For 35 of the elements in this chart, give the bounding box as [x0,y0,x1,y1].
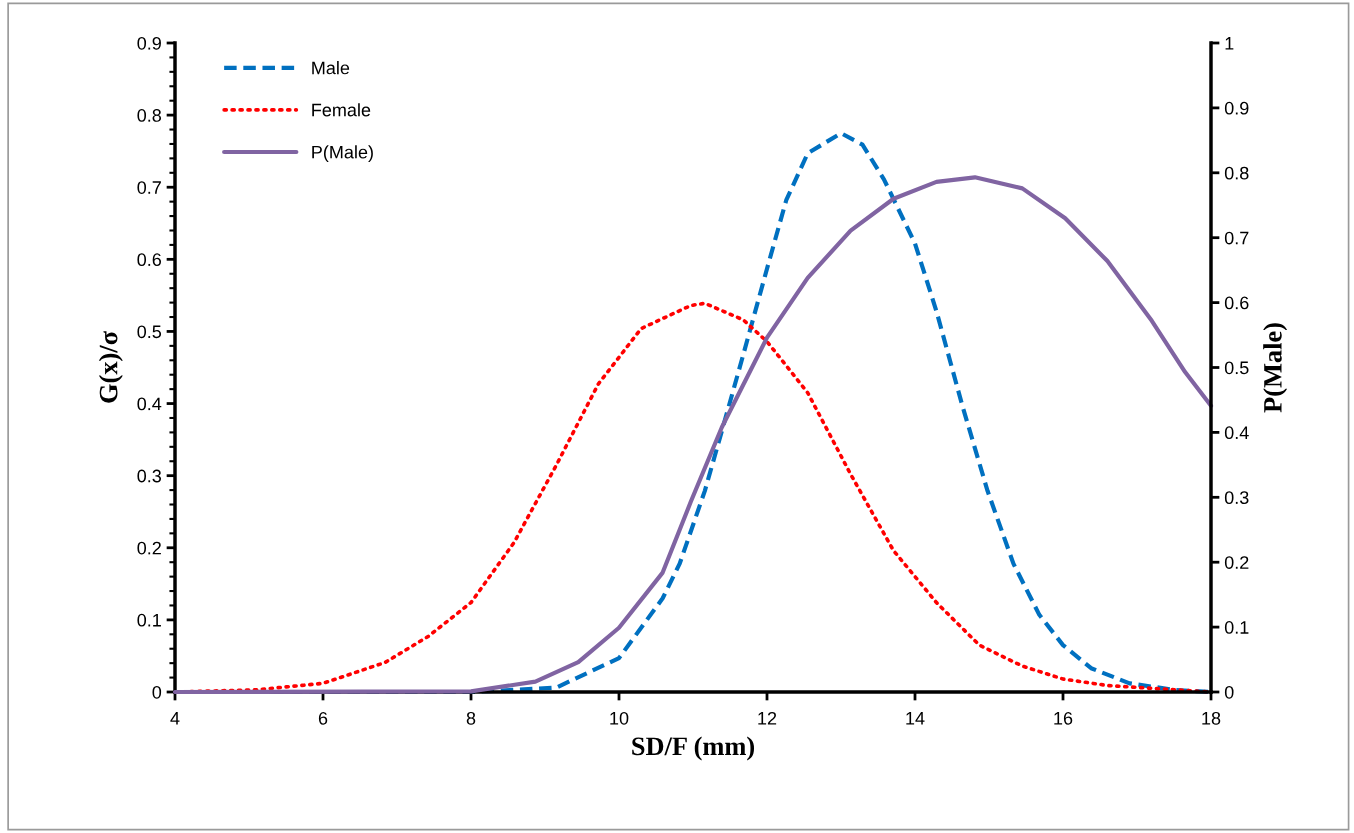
y2-tick-label: 0.7 [1224,231,1249,245]
y-axis-title: G(x)/σ [98,331,123,403]
x-tick-label: 18 [1202,711,1221,725]
x-tick-label: 16 [1054,711,1073,725]
y-tick-label: 0.7 [137,181,161,194]
legend-label: Male [312,61,350,75]
y-tick-label: 0 [152,685,162,699]
legend-label: P(Male) [312,145,373,163]
y-tick-label: 0.9 [137,36,161,50]
legend-label: Female [312,103,371,117]
y2-axis-title: P(Male) [1263,323,1288,413]
y-tick-label: 0.6 [137,253,162,267]
x-tick-label: 14 [906,712,925,725]
y-tick-label: 0.5 [137,325,162,339]
y2-tick-label: 0.1 [1224,621,1249,634]
y-tick-label: 0.1 [137,613,161,627]
y-tick-label: 0.3 [137,469,162,483]
y2-tick-label: 0.3 [1224,491,1249,505]
x-tick-label: 4 [170,712,180,725]
y2-tick-label: 0.4 [1224,426,1249,440]
y2-tick-label: 0.5 [1224,361,1249,375]
y2-tick-label: 0.2 [1224,556,1249,569]
y2-tick-label: 1 [1225,37,1234,50]
y-tick-label: 0.4 [137,397,162,411]
x-tick-label: 8 [466,711,476,725]
y2-tick-label: 0.6 [1224,296,1249,310]
y2-tick-label: 0.8 [1224,166,1249,180]
x-tick-label: 12 [758,711,777,725]
y2-tick-label: 0.9 [1224,101,1249,115]
x-axis-title: SD/F (mm) [632,736,755,761]
x-tick-label: 10 [610,711,629,725]
y2-tick-label: 0 [1224,685,1234,699]
y-tick-label: 0.8 [137,109,162,122]
y-tick-label: 0.2 [137,541,161,555]
x-tick-label: 6 [318,711,328,725]
